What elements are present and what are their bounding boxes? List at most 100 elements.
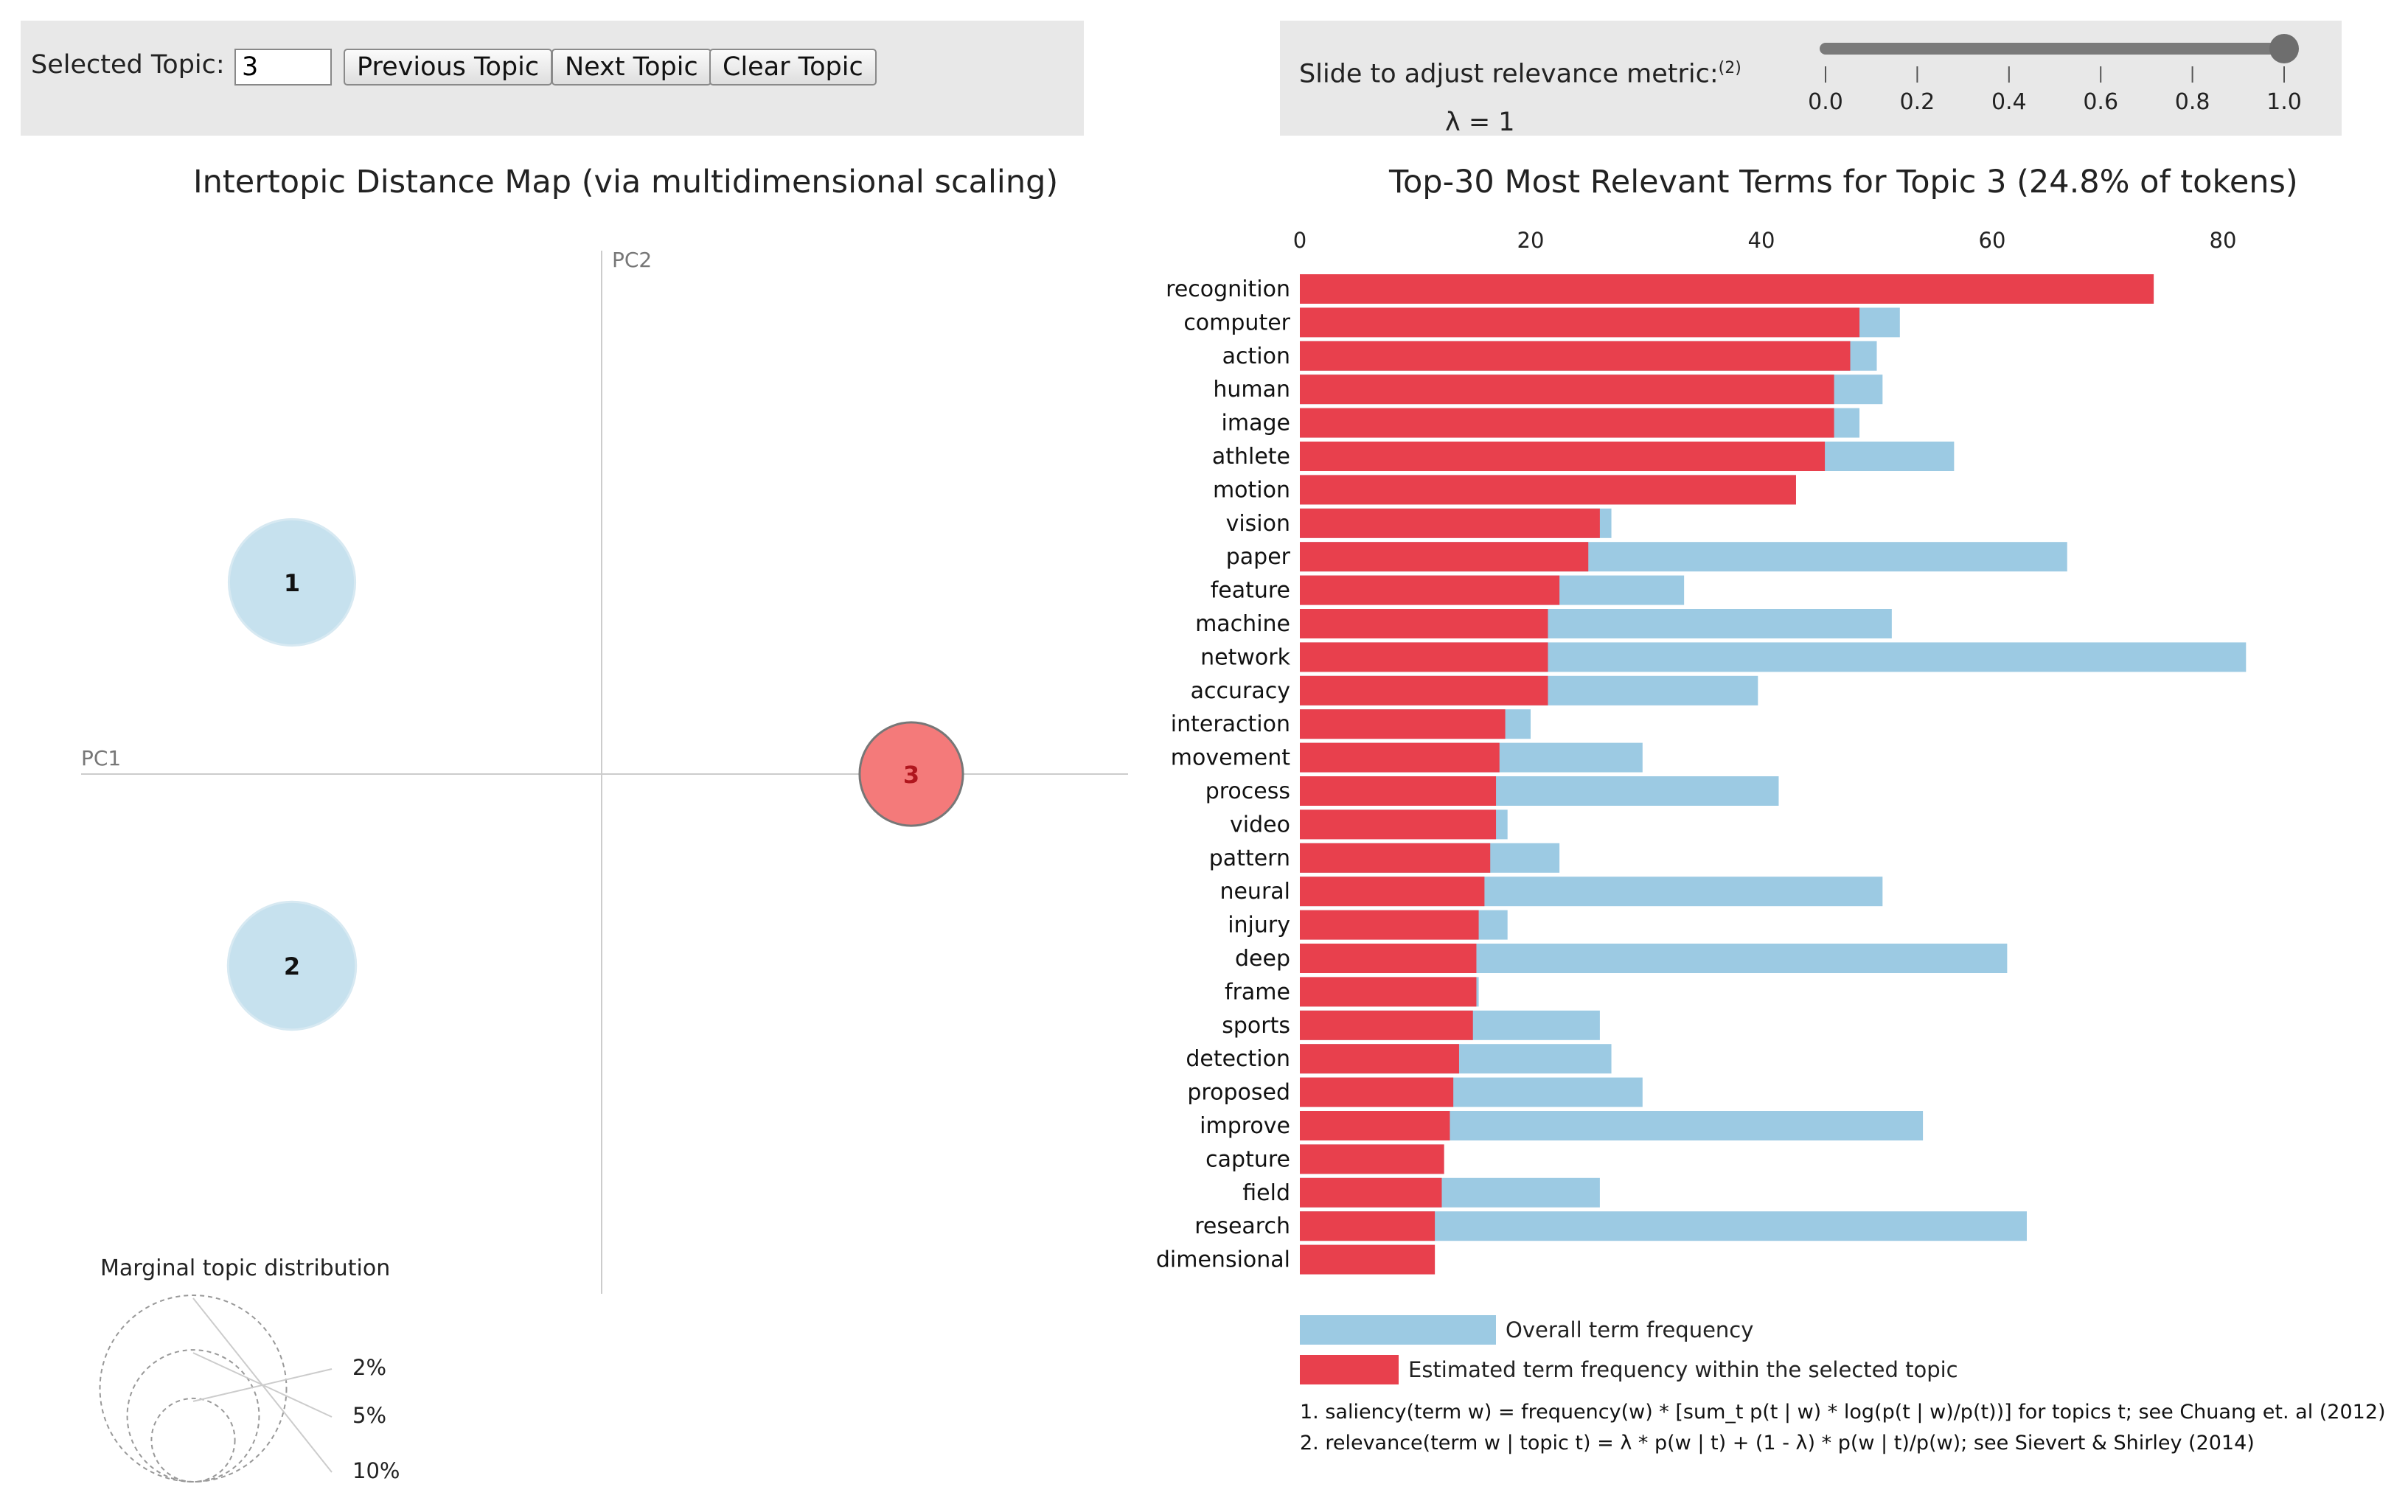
topic-frequency-bar[interactable] xyxy=(1300,977,1477,1007)
term-label[interactable]: human xyxy=(1213,377,1290,403)
legend-label-topic: Estimated term frequency within the sele… xyxy=(1408,1357,1958,1382)
marginal-topic-legend: Marginal topic distribution 2% 5% 10% xyxy=(99,1255,400,1483)
term-label[interactable]: research xyxy=(1194,1213,1290,1239)
selected-topic-input[interactable] xyxy=(234,49,332,86)
topic-frequency-bar[interactable] xyxy=(1300,542,1589,572)
term-label[interactable]: computer xyxy=(1183,310,1290,335)
term-label[interactable]: motion xyxy=(1213,477,1290,503)
legend-leader xyxy=(192,1297,333,1473)
bar-legend: Overall term frequency Estimated term fre… xyxy=(1300,1315,2386,1454)
term-chart-title: Top-30 Most Relevant Terms for Topic 3 (… xyxy=(1389,164,2298,201)
topic-frequency-bar[interactable] xyxy=(1300,1177,1442,1208)
topic-circles: 1 2 3 xyxy=(226,518,964,1031)
term-label[interactable]: sports xyxy=(1222,1013,1290,1039)
topic-frequency-bar[interactable] xyxy=(1300,709,1506,739)
term-label[interactable]: field xyxy=(1242,1180,1290,1206)
topic-frequency-bar[interactable] xyxy=(1300,508,1600,538)
previous-topic-button[interactable]: Previous Topic xyxy=(344,49,553,86)
legend-swatch-overall xyxy=(1300,1315,1496,1345)
topic-frequency-bar[interactable] xyxy=(1300,1211,1436,1241)
intertopic-map-title: Intertopic Distance Map (via multidimens… xyxy=(193,164,1059,201)
x-tick-label: 80 xyxy=(2210,228,2237,253)
topic-frequency-bar[interactable] xyxy=(1300,408,1834,438)
topic-frequency-bar[interactable] xyxy=(1300,609,1548,638)
topic-frequency-bar[interactable] xyxy=(1300,1077,1454,1107)
legend-size-label: 10% xyxy=(352,1458,400,1483)
term-label[interactable]: recognition xyxy=(1166,276,1290,302)
topic-label-1[interactable]: 1 xyxy=(284,569,300,597)
topic-frequency-bar[interactable] xyxy=(1300,442,1826,471)
term-label[interactable]: capture xyxy=(1205,1146,1290,1172)
intertopic-distance-map: PC1 PC2 1 2 3 xyxy=(81,248,1128,1294)
term-label[interactable]: image xyxy=(1222,411,1290,436)
topic-frequency-bar[interactable] xyxy=(1300,307,1860,338)
term-label[interactable]: network xyxy=(1200,644,1290,670)
slider-tick-label: 0.4 xyxy=(1991,89,2027,115)
legend-size-label: 2% xyxy=(352,1355,386,1380)
topic-circle-3[interactable] xyxy=(858,721,964,827)
lambda-value: λ = 1 xyxy=(1445,108,1515,137)
term-label[interactable]: improve xyxy=(1200,1113,1290,1139)
term-label[interactable]: vision xyxy=(1226,511,1290,537)
term-label[interactable]: dimensional xyxy=(1156,1247,1290,1273)
topic-frequency-bar[interactable] xyxy=(1300,843,1491,873)
term-label[interactable]: interaction xyxy=(1171,711,1290,737)
topic-circle-2[interactable] xyxy=(226,900,358,1031)
pc2-axis-label: PC2 xyxy=(612,248,652,272)
topic-label-2[interactable]: 2 xyxy=(284,952,300,980)
next-topic-button[interactable]: Next Topic xyxy=(551,49,711,86)
term-label[interactable]: process xyxy=(1205,778,1290,804)
slider-thumb[interactable] xyxy=(2269,34,2299,63)
term-label[interactable]: pattern xyxy=(1209,846,1290,871)
topic-frequency-bar[interactable] xyxy=(1300,1044,1459,1074)
topic-circle-1[interactable] xyxy=(227,518,357,647)
term-label[interactable]: machine xyxy=(1195,611,1290,637)
term-label[interactable]: deep xyxy=(1235,946,1290,972)
topic-frequency-bar[interactable] xyxy=(1300,374,1834,405)
topic-frequency-bar[interactable] xyxy=(1300,675,1548,706)
legend-swatch-topic xyxy=(1300,1355,1399,1384)
relevance-slider[interactable]: 0.0 0.2 0.4 0.6 0.8 1.0 xyxy=(1280,21,2342,136)
term-bar-chart: 0 20 40 60 80 recognition computer action human i… xyxy=(1156,228,2247,1275)
topic-frequency-bar[interactable] xyxy=(1300,575,1560,605)
term-label[interactable]: accuracy xyxy=(1191,678,1290,704)
topic-frequency-bar[interactable] xyxy=(1300,809,1497,840)
legend-circle xyxy=(150,1397,236,1483)
slider-tick-label: 1.0 xyxy=(2266,89,2302,115)
topic-label-3[interactable]: 3 xyxy=(903,761,919,789)
topic-frequency-bar[interactable] xyxy=(1300,944,1477,973)
term-label[interactable]: paper xyxy=(1226,544,1291,570)
topic-frequency-bar[interactable] xyxy=(1300,1144,1444,1174)
topic-frequency-bar[interactable] xyxy=(1300,274,2154,304)
topic-frequency-bar[interactable] xyxy=(1300,910,1479,940)
x-tick-label: 0 xyxy=(1293,228,1306,253)
footnote-2: 2. relevance(term w | topic t) = λ * p(w… xyxy=(1300,1432,2255,1454)
topic-frequency-bar[interactable] xyxy=(1300,776,1497,806)
x-tick-label: 40 xyxy=(1748,228,1775,253)
relevance-slider-label: Slide to adjust relevance metric:(2) xyxy=(1299,59,1741,89)
topic-frequency-bar[interactable] xyxy=(1300,1010,1473,1040)
topic-frequency-bar[interactable] xyxy=(1300,742,1500,773)
term-label[interactable]: neural xyxy=(1219,879,1290,905)
topic-frequency-bar[interactable] xyxy=(1300,475,1796,505)
selected-topic-label: Selected Topic: xyxy=(31,50,225,80)
term-label[interactable]: injury xyxy=(1228,913,1290,938)
term-label[interactable]: movement xyxy=(1171,745,1290,771)
legend-title: Marginal topic distribution xyxy=(100,1255,390,1281)
topic-frequency-bar[interactable] xyxy=(1300,1111,1450,1140)
term-label[interactable]: feature xyxy=(1211,578,1290,604)
term-label[interactable]: detection xyxy=(1186,1046,1290,1072)
topic-frequency-bar[interactable] xyxy=(1300,341,1851,371)
term-label[interactable]: frame xyxy=(1225,979,1290,1005)
topic-frequency-bar[interactable] xyxy=(1300,877,1485,907)
term-label[interactable]: video xyxy=(1230,812,1290,837)
topic-frequency-bar[interactable] xyxy=(1300,642,1548,672)
legend-circle xyxy=(99,1295,288,1483)
term-label[interactable]: athlete xyxy=(1212,444,1290,470)
clear-topic-button[interactable]: Clear Topic xyxy=(709,49,877,86)
topic-frequency-bar[interactable] xyxy=(1300,1244,1436,1275)
pc1-axis-label: PC1 xyxy=(81,746,121,770)
term-label[interactable]: proposed xyxy=(1187,1080,1290,1106)
term-label[interactable]: action xyxy=(1222,344,1290,369)
